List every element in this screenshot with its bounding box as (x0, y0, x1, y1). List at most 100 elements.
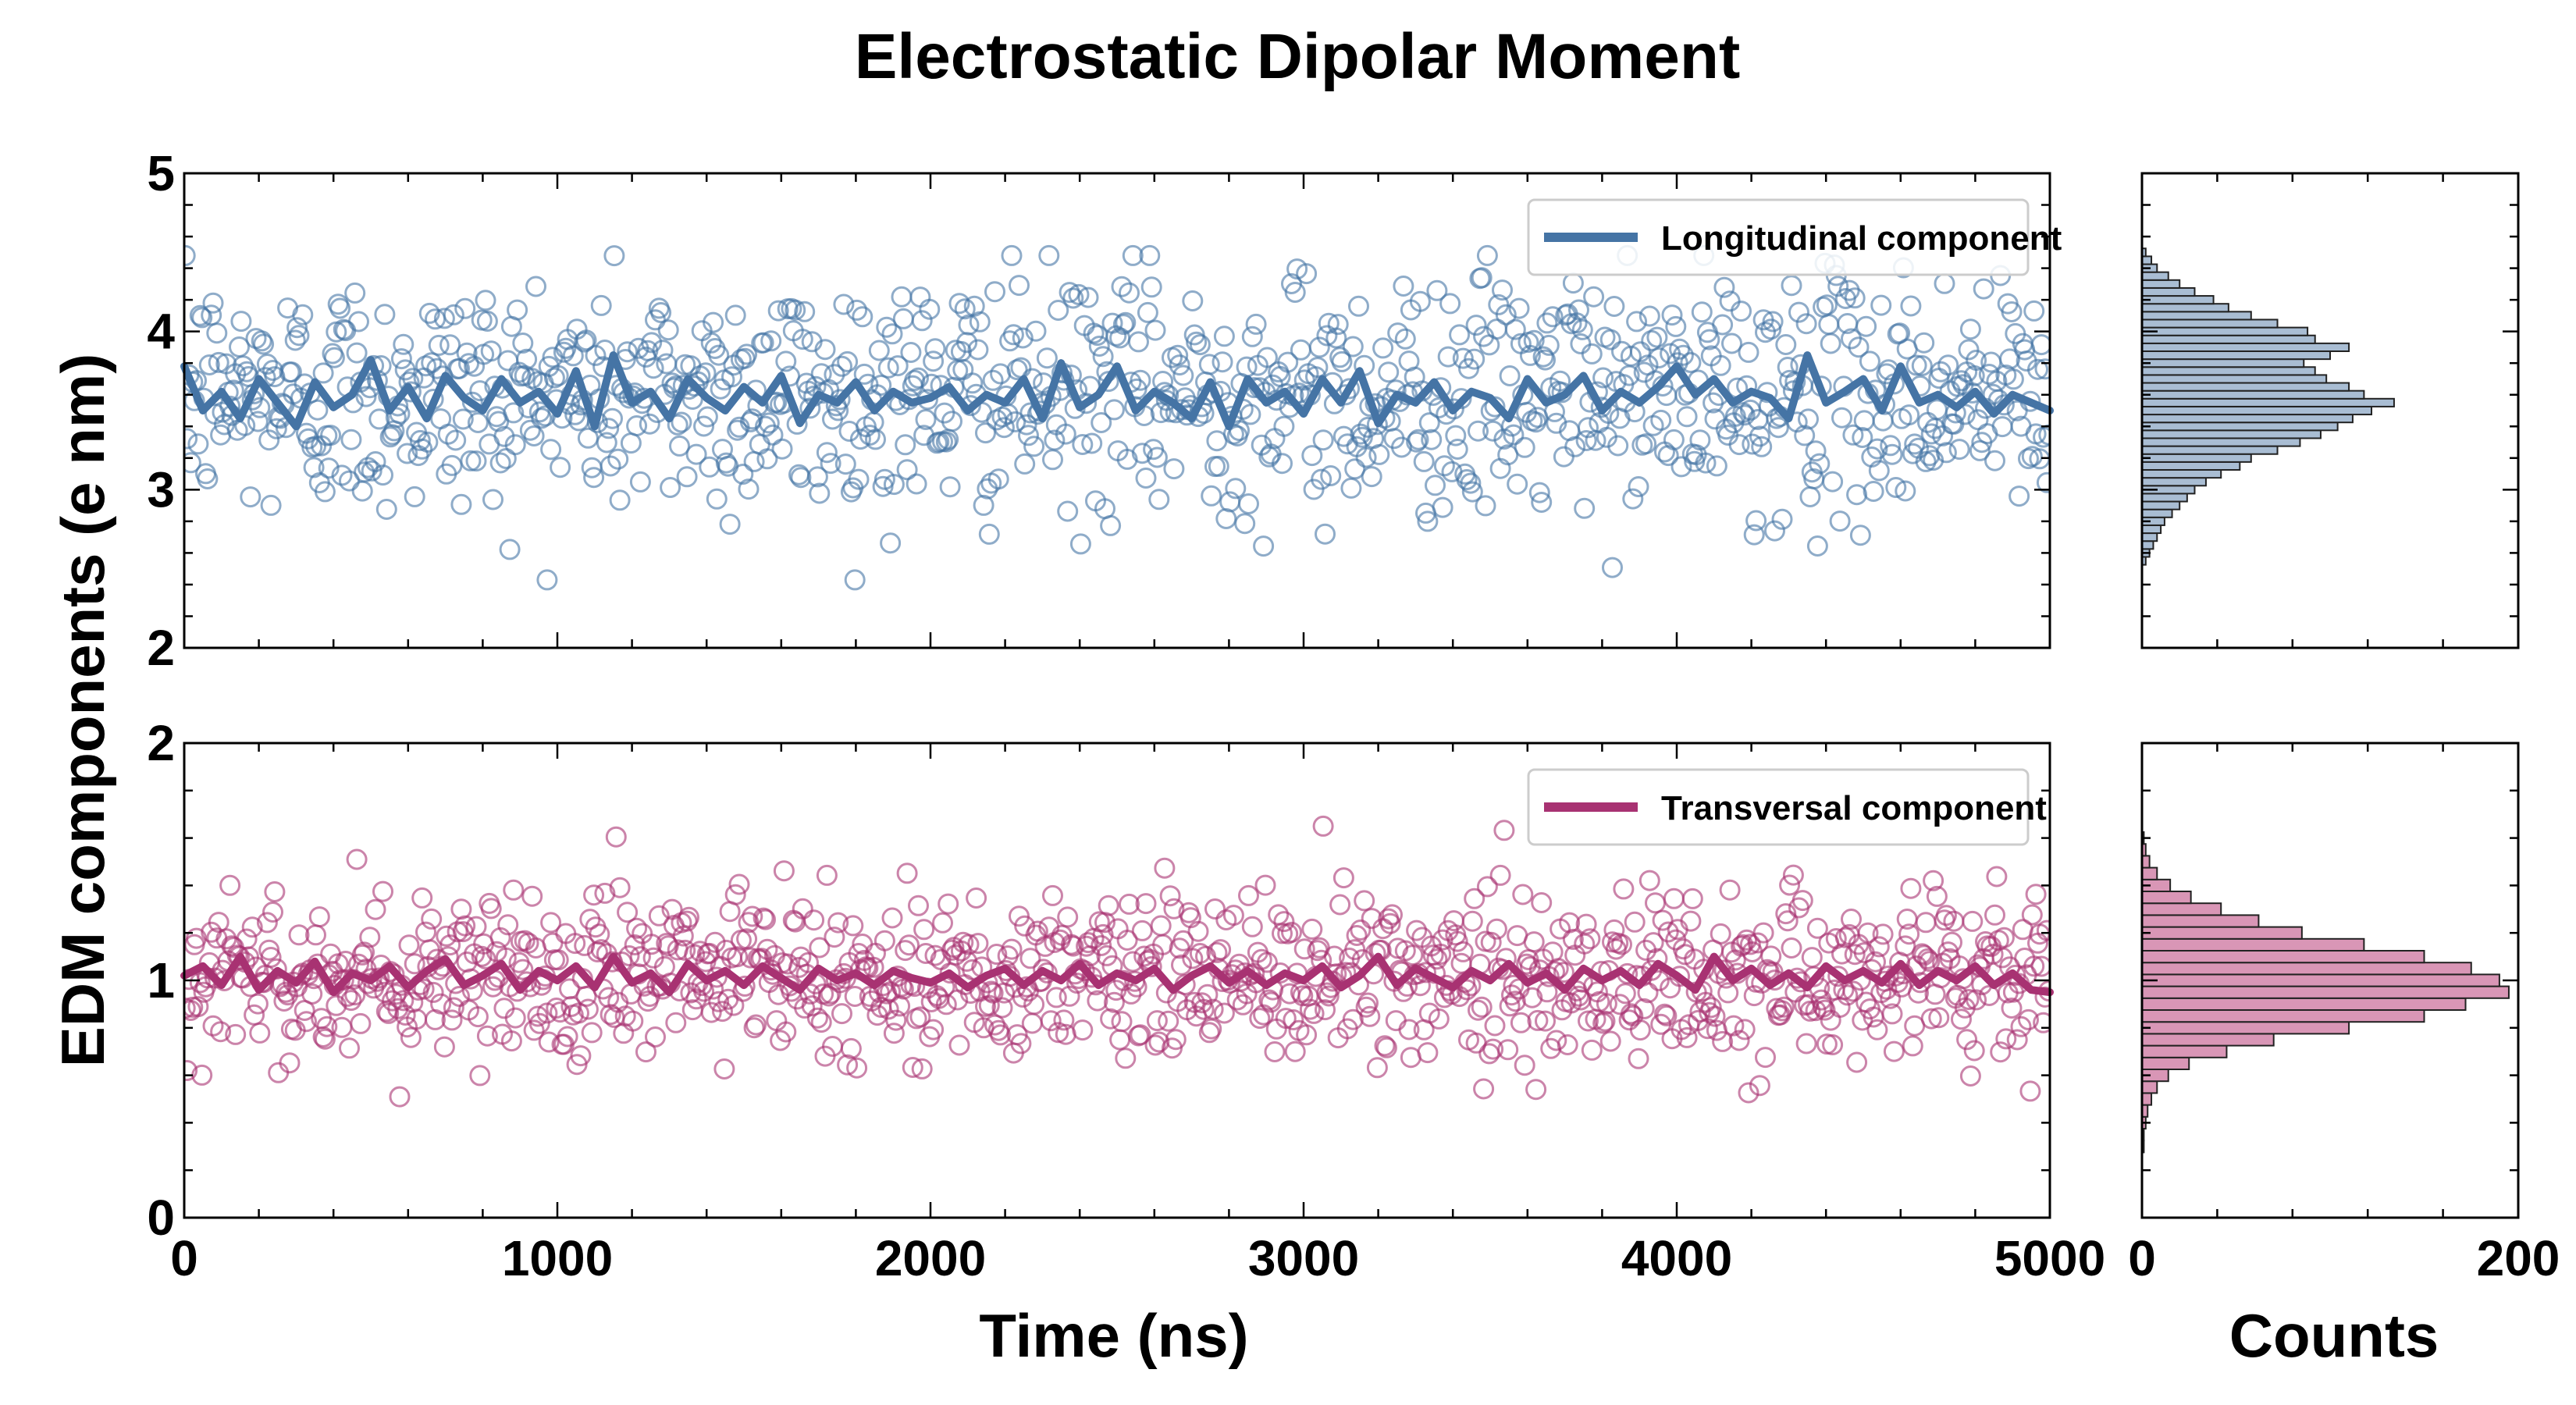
scatter-point (1717, 982, 1739, 1004)
scatter-point (581, 1022, 603, 1044)
scatter-point (1394, 328, 1416, 350)
scatter-point (301, 983, 323, 1005)
scatter-point (700, 1001, 722, 1023)
scatter-point (758, 412, 780, 434)
scatter-point (303, 457, 325, 478)
scatter-point (1320, 465, 1342, 486)
scatter-point (1654, 1003, 1675, 1025)
hist-bar (2141, 295, 2215, 305)
scatter-point (617, 341, 639, 363)
scatter-point (1316, 982, 1338, 1004)
scatter-point (1406, 431, 1428, 453)
scatter-point (885, 1009, 907, 1031)
y-tick-label: 0 (147, 1190, 175, 1246)
scatter-point (712, 1001, 733, 1023)
scatter-point (256, 912, 278, 934)
scatter-point (870, 375, 892, 396)
scatter-point (1001, 244, 1023, 266)
hist-bar (2141, 1044, 2228, 1058)
scatter-point (1681, 887, 1703, 909)
scatter-point (1040, 1010, 1062, 1032)
scatter-point (1909, 972, 1931, 994)
bottom-main-legend: Transversal component (1527, 768, 2047, 846)
scatter-point (969, 311, 991, 333)
scatter-point (1991, 416, 2013, 438)
scatter-point (210, 1021, 232, 1043)
scatter-point (1773, 996, 1795, 1018)
scatter-point (1428, 1008, 1450, 1030)
scatter-point (1895, 935, 1916, 957)
scatter-point (873, 930, 895, 951)
scatter-point (256, 354, 278, 375)
top-hist-axes (2140, 172, 2520, 649)
scatter-point (247, 411, 269, 432)
scatter-point (288, 325, 310, 347)
scatter-point (1264, 1041, 1286, 1062)
scatter-point (1014, 453, 1036, 475)
scatter-point (1806, 535, 1828, 557)
scatter-point (1645, 892, 1666, 914)
scatter-point (699, 942, 720, 964)
scatter-point (1057, 906, 1079, 928)
scatter-point (1485, 918, 1507, 940)
scatter-point (564, 933, 586, 955)
scatter-point (1920, 423, 1942, 445)
scatter-point (775, 350, 797, 372)
scatter-point (422, 981, 444, 1003)
scatter-point (1057, 500, 1079, 522)
y-tick-label: 4 (147, 304, 175, 360)
scatter-point (1476, 244, 1498, 266)
scatter-point (1339, 378, 1361, 400)
scatter-point (665, 1012, 687, 1033)
scatter-point (1088, 336, 1110, 357)
scatter-point (978, 994, 1000, 1016)
scatter-point (1670, 456, 1692, 478)
scatter-point (1777, 910, 1799, 932)
scatter-point (1611, 934, 1632, 955)
scatter-point (1560, 992, 1582, 1014)
scatter-point (1148, 1031, 1170, 1053)
scatter-point (411, 887, 433, 909)
x-tick-label: 1000 (502, 1230, 613, 1286)
scatter-point (1284, 1040, 1306, 1062)
scatter-point (562, 345, 584, 367)
scatter-point (1201, 485, 1222, 507)
scatter-point (314, 1028, 336, 1050)
scatter-point (1001, 938, 1023, 960)
scatter-point (1103, 399, 1125, 421)
scatter-point (967, 339, 989, 361)
scatter-point (437, 423, 459, 445)
scatter-point (1351, 426, 1373, 448)
scatter-point (1993, 394, 2015, 416)
scatter-point (1122, 244, 1144, 266)
scatter-point (1799, 486, 1821, 507)
scatter-point (1809, 453, 1831, 475)
scatter-point (1638, 305, 1660, 327)
scatter-point (798, 951, 819, 973)
scatter-point (1253, 1004, 1275, 1026)
scatter-point (1135, 893, 1157, 915)
scatter-point (1795, 1033, 1817, 1055)
scatter-point (1814, 999, 1836, 1021)
scatter-point (512, 333, 534, 354)
scatter-point (672, 925, 694, 947)
scatter-point (932, 912, 953, 934)
scatter-point (1656, 1005, 1678, 1026)
scatter-point (1426, 279, 1448, 301)
scatter-point (1849, 525, 1871, 546)
scatter-point (1547, 958, 1569, 980)
scatter-point (1144, 1034, 1166, 1056)
scatter-point (641, 934, 663, 955)
scatter-point (1418, 412, 1440, 434)
scatter-point (249, 397, 271, 418)
scatter-point (1657, 921, 1679, 943)
scatter-point (596, 432, 617, 454)
scatter-point (1172, 365, 1194, 386)
scatter-point (497, 350, 519, 372)
scatter-point (264, 881, 286, 902)
scatter-point (602, 407, 623, 429)
x-tick-label: 3000 (1248, 1230, 1359, 1286)
scatter-point (1599, 329, 1621, 350)
scatter-point (1848, 336, 1870, 358)
